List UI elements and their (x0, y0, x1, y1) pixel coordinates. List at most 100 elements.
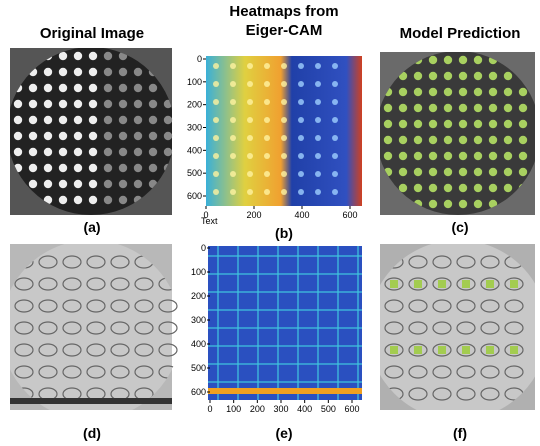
dot (89, 84, 97, 92)
dot (429, 104, 437, 112)
x-tick-label: 600 (342, 210, 357, 220)
dot (474, 56, 482, 64)
y-tick-label: 400 (187, 145, 202, 155)
hot-spot (264, 99, 270, 105)
dot (59, 100, 67, 108)
dot (489, 152, 497, 160)
dot (134, 164, 142, 172)
dot (74, 116, 82, 124)
dot (134, 148, 142, 156)
hot-spot (213, 171, 219, 177)
dot (14, 132, 22, 140)
dot (414, 88, 422, 96)
dot (489, 136, 497, 144)
dot (474, 104, 482, 112)
dot (459, 200, 467, 208)
dot (444, 152, 452, 160)
dot (104, 148, 112, 156)
dot (459, 136, 467, 144)
y-tick-label: 200 (191, 291, 206, 301)
dot (14, 116, 22, 124)
x-tick-label: 0 (203, 210, 208, 220)
dot (89, 116, 97, 124)
dot (399, 168, 407, 176)
detection (438, 280, 446, 288)
hot-spot (281, 153, 287, 159)
dot (444, 200, 452, 208)
dot (74, 68, 82, 76)
dot (489, 184, 497, 192)
dot (44, 84, 52, 92)
hot-spot (315, 63, 321, 69)
hot-spot (332, 171, 338, 177)
dot (399, 88, 407, 96)
dot (519, 88, 527, 96)
dot (474, 184, 482, 192)
hot-spot (315, 171, 321, 177)
y-tick-label: 200 (187, 100, 202, 110)
hot-spot (298, 63, 304, 69)
dot (519, 136, 527, 144)
dot (119, 84, 127, 92)
dot (504, 168, 512, 176)
x-tick-label: 400 (297, 404, 312, 414)
dot-grid (10, 48, 172, 215)
dot (29, 100, 37, 108)
hot-spot (247, 189, 253, 195)
dot (429, 136, 437, 144)
dot (429, 88, 437, 96)
detection (390, 346, 398, 354)
hot-spot (230, 117, 236, 123)
y-tick-label: 100 (187, 77, 202, 87)
dot (134, 180, 142, 188)
scan-bar (10, 398, 172, 404)
dot (429, 184, 437, 192)
dot (444, 168, 452, 176)
dot (444, 72, 452, 80)
dot (444, 136, 452, 144)
hot-spot (213, 135, 219, 141)
dot (89, 100, 97, 108)
dot (384, 152, 392, 160)
dot (134, 84, 142, 92)
y-tick-label: 500 (191, 363, 206, 373)
y-tick-label: 300 (191, 315, 206, 325)
x-tick-label: 500 (321, 404, 336, 414)
x-tick-label: 400 (294, 210, 309, 220)
hot-spot (332, 99, 338, 105)
dot (29, 148, 37, 156)
title-heatmap: Heatmaps from (229, 3, 338, 20)
hot-spot (247, 117, 253, 123)
hot-spot (281, 117, 287, 123)
dot (399, 152, 407, 160)
dot (399, 184, 407, 192)
dot (489, 72, 497, 80)
dot (59, 180, 67, 188)
y-tick-label: 600 (191, 387, 206, 397)
hot-spot (298, 81, 304, 87)
cell-grid (380, 244, 535, 410)
hot-spot (332, 153, 338, 159)
hot-spot (247, 153, 253, 159)
hot-band (208, 388, 362, 394)
dot (384, 120, 392, 128)
dot (504, 120, 512, 128)
dot (74, 132, 82, 140)
dot (444, 184, 452, 192)
dot (74, 180, 82, 188)
dot (474, 88, 482, 96)
dot (89, 68, 97, 76)
dot (74, 196, 82, 204)
dot (459, 56, 467, 64)
hot-spot (281, 189, 287, 195)
dot (59, 52, 67, 60)
dot (474, 136, 482, 144)
dot (104, 52, 112, 60)
dot (104, 68, 112, 76)
dot (29, 116, 37, 124)
hot-spot (332, 117, 338, 123)
dot (489, 88, 497, 96)
dot (59, 68, 67, 76)
panel-label: (e) (275, 425, 292, 441)
x-tick-label: 300 (273, 404, 288, 414)
